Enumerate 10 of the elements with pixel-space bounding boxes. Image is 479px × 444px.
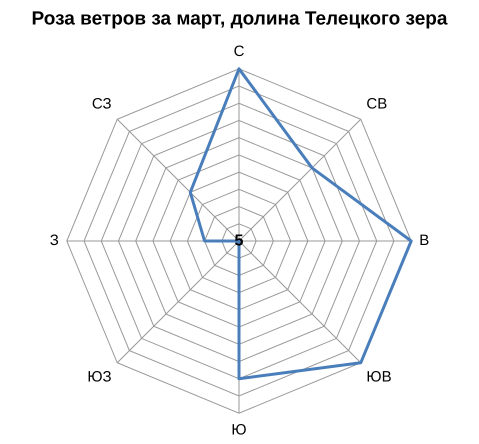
spoke-label: СЗ [92,96,112,113]
text: 5 [234,232,244,250]
spoke-label: З [50,232,59,250]
spoke-label: С [234,42,245,60]
spoke-label: В [419,232,430,250]
spoke-label: ЮВ [366,368,392,386]
spoke-label: СВ [366,96,388,113]
spoke-label: ЮЗ [87,368,112,386]
chart-title: Роза ветров за март, долина Телецкого зера [32,8,448,30]
spoke-label: Ю [231,421,247,438]
